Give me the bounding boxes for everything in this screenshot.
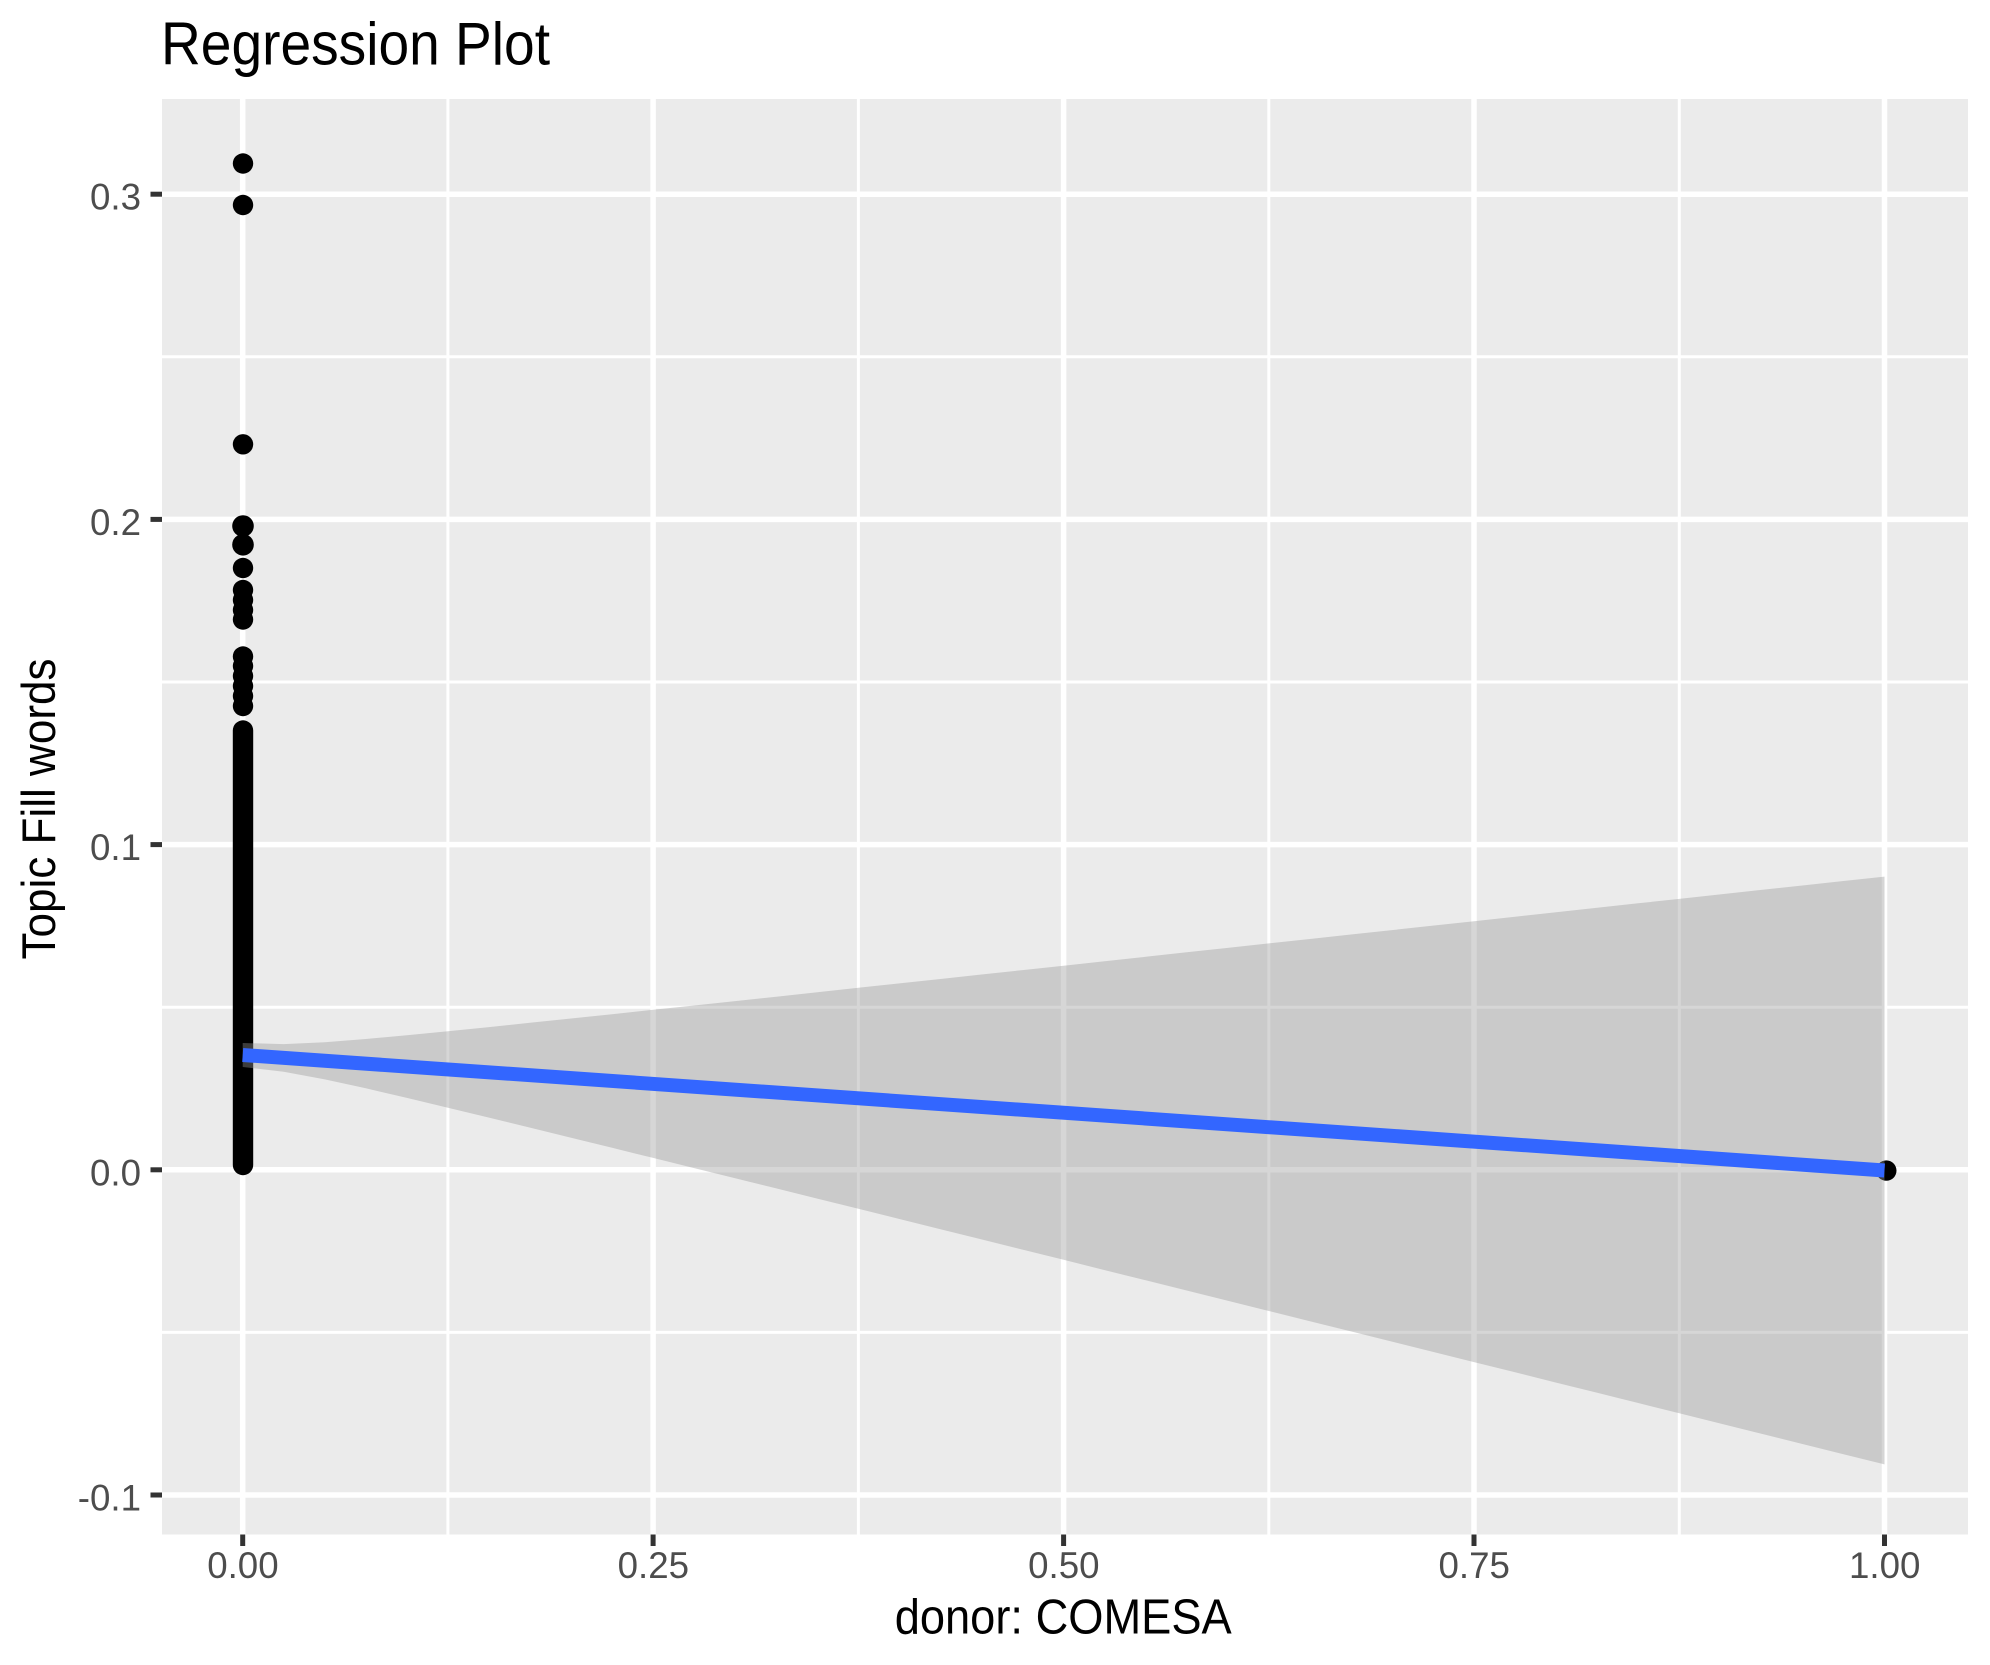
svg-text:0.3: 0.3 xyxy=(90,177,141,218)
svg-text:0.75: 0.75 xyxy=(1438,1545,1509,1586)
svg-text:Topic Fill words: Topic Fill words xyxy=(13,659,66,960)
svg-text:0.1: 0.1 xyxy=(90,827,141,868)
svg-text:0.50: 0.50 xyxy=(1028,1545,1099,1586)
svg-text:0.00: 0.00 xyxy=(207,1545,278,1586)
svg-text:0.25: 0.25 xyxy=(618,1545,689,1586)
svg-text:-0.1: -0.1 xyxy=(78,1478,141,1519)
svg-text:donor: COMESA: donor: COMESA xyxy=(895,1591,1232,1645)
svg-text:Regression Plot: Regression Plot xyxy=(161,10,550,77)
svg-text:0.2: 0.2 xyxy=(90,502,141,543)
svg-text:0.0: 0.0 xyxy=(90,1152,141,1193)
svg-text:1.00: 1.00 xyxy=(1849,1545,1920,1586)
